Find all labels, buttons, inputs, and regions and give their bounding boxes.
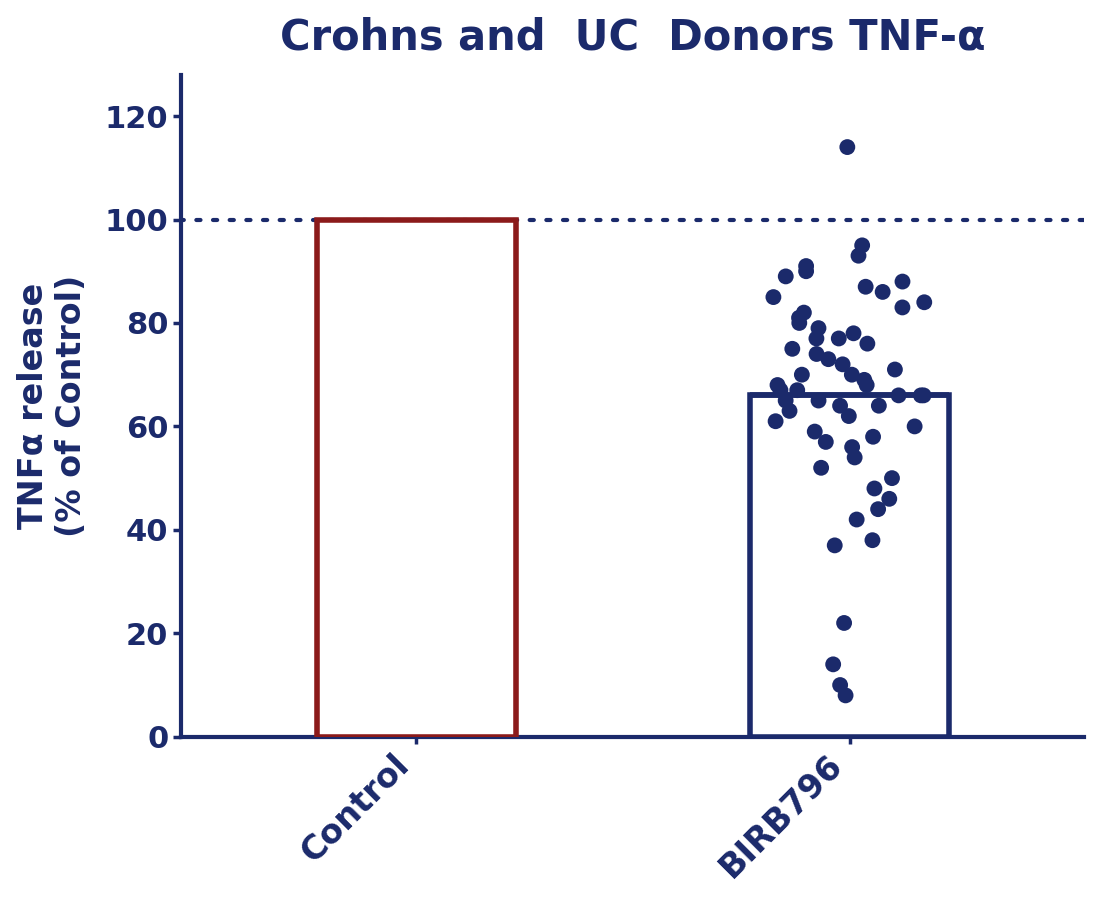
Point bbox=[915, 388, 933, 403]
Point bbox=[912, 388, 929, 403]
Point bbox=[797, 259, 815, 273]
Point bbox=[791, 315, 808, 330]
Point bbox=[883, 471, 901, 486]
Point bbox=[781, 404, 798, 418]
Point bbox=[825, 657, 842, 671]
Point bbox=[890, 388, 907, 403]
Point bbox=[853, 238, 871, 252]
Point bbox=[849, 47, 866, 61]
Point bbox=[843, 368, 861, 382]
Point bbox=[881, 492, 898, 506]
Point bbox=[865, 481, 883, 496]
Point bbox=[894, 300, 912, 314]
Point bbox=[857, 279, 874, 294]
Point bbox=[894, 275, 912, 289]
Point bbox=[784, 341, 802, 356]
Point bbox=[808, 332, 826, 346]
Point bbox=[793, 368, 810, 382]
Bar bbox=[750, 396, 949, 737]
Point bbox=[809, 321, 827, 335]
Point bbox=[777, 269, 795, 284]
Point bbox=[836, 615, 853, 630]
Point bbox=[809, 394, 827, 408]
Point bbox=[855, 373, 873, 387]
Point bbox=[819, 352, 837, 367]
Point bbox=[831, 398, 849, 413]
Point bbox=[777, 394, 795, 408]
Point bbox=[797, 264, 815, 278]
Point bbox=[791, 311, 808, 325]
Point bbox=[772, 383, 789, 397]
Point bbox=[768, 378, 786, 392]
Point bbox=[844, 326, 862, 341]
Point bbox=[808, 347, 826, 361]
Point bbox=[806, 424, 824, 439]
Point bbox=[837, 688, 854, 703]
Point bbox=[859, 336, 876, 350]
Point bbox=[840, 409, 858, 423]
Point bbox=[817, 434, 835, 449]
Point bbox=[886, 362, 904, 377]
Point bbox=[839, 140, 857, 154]
Point bbox=[870, 398, 887, 413]
Point bbox=[863, 533, 881, 548]
Bar bbox=[317, 220, 515, 737]
Y-axis label: TNFα release
(% of Control): TNFα release (% of Control) bbox=[17, 275, 88, 537]
Point bbox=[788, 383, 806, 397]
Title: Crohns and  UC  Donors TNF-α: Crohns and UC Donors TNF-α bbox=[280, 16, 985, 59]
Point bbox=[843, 440, 861, 454]
Point bbox=[846, 450, 863, 465]
Point bbox=[826, 538, 843, 552]
Point bbox=[766, 414, 784, 429]
Point bbox=[864, 430, 882, 444]
Point bbox=[831, 678, 849, 692]
Point bbox=[813, 460, 830, 475]
Point bbox=[858, 378, 875, 392]
Point bbox=[848, 513, 865, 527]
Point bbox=[906, 419, 924, 433]
Point bbox=[874, 285, 892, 299]
Point bbox=[795, 305, 813, 320]
Point bbox=[850, 249, 868, 263]
Point bbox=[764, 290, 782, 305]
Point bbox=[830, 332, 848, 346]
Point bbox=[915, 295, 933, 309]
Point bbox=[833, 357, 851, 371]
Point bbox=[870, 502, 887, 516]
